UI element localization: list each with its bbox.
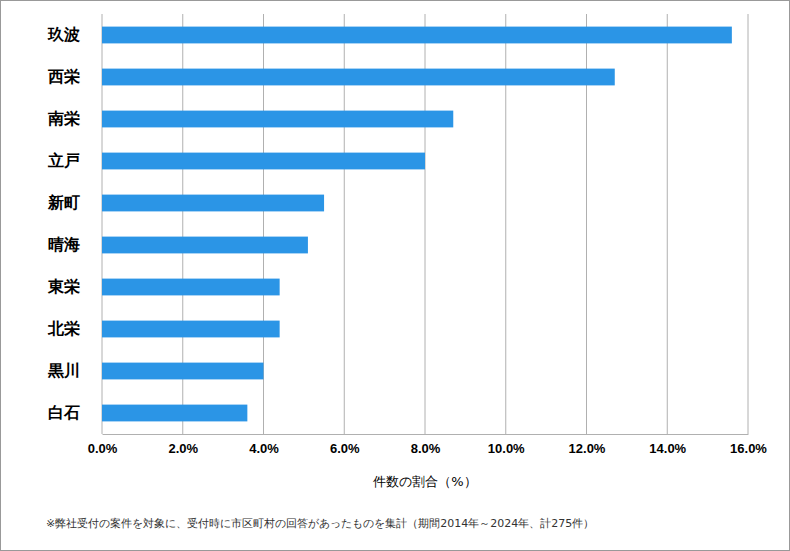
bar <box>102 279 280 296</box>
bar <box>102 27 732 44</box>
grid-line <box>667 14 668 434</box>
x-tick-label: 4.0% <box>249 441 279 456</box>
y-tick: 南栄 <box>47 110 102 127</box>
y-tick-label: 黒川 <box>47 362 80 379</box>
x-tick-label: 8.0% <box>411 441 441 456</box>
x-tick: 2.0% <box>168 434 198 456</box>
y-tick-label: 晴海 <box>48 236 80 253</box>
x-axis: 0.0% 2.0% 4.0% 6.0% 8.0% 10.0% 12.0% 14.0% 16.0% <box>88 434 768 456</box>
x-tick-label: 6.0% <box>330 441 360 456</box>
y-axis-line <box>102 15 103 435</box>
frame <box>1 1 790 551</box>
x-tick: 12.0% <box>569 434 606 456</box>
y-tick-label: 東栄 <box>47 278 80 295</box>
x-tick: 0.0% <box>88 434 118 456</box>
bar <box>102 363 264 380</box>
bar <box>102 111 453 128</box>
x-tick-label: 2.0% <box>168 441 198 456</box>
grid-line <box>748 14 749 434</box>
x-tick-label: 10.0% <box>488 441 525 456</box>
x-tick: 8.0% <box>411 434 441 456</box>
y-axis: 玖波西栄南栄立戸新町晴海東栄北栄黒川白石 <box>47 15 103 435</box>
x-tick: 16.0% <box>730 434 767 456</box>
x-axis-line <box>103 434 749 435</box>
bar <box>102 321 280 338</box>
x-tick-label: 16.0% <box>730 441 767 456</box>
y-tick-label: 立戸 <box>47 151 80 169</box>
footnote: ※弊社受付の案件を対象に、受付時に市区町村の回答があったものを集計（期間2014… <box>46 517 594 530</box>
y-tick-label: 白石 <box>48 404 80 421</box>
grid <box>102 14 748 434</box>
y-tick: 玖波 <box>47 26 102 43</box>
bar <box>102 237 308 254</box>
y-tick: 立戸 <box>47 151 102 169</box>
x-tick: 14.0% <box>649 434 686 456</box>
y-tick-label: 新町 <box>47 194 80 211</box>
x-tick-label: 14.0% <box>649 441 686 456</box>
y-tick: 新町 <box>47 194 102 211</box>
y-tick: 東栄 <box>47 278 102 295</box>
bar <box>102 405 247 422</box>
y-tick: 黒川 <box>47 362 102 379</box>
y-tick: 西栄 <box>47 68 102 85</box>
x-tick: 10.0% <box>488 434 525 456</box>
y-tick-label: 南栄 <box>47 110 80 127</box>
bars <box>102 27 732 422</box>
y-tick: 晴海 <box>48 236 102 253</box>
bar <box>102 153 425 170</box>
x-axis-title: 件数の割合（%） <box>373 474 476 489</box>
y-tick: 白石 <box>48 404 102 421</box>
x-tick-label: 0.0% <box>88 441 118 456</box>
x-tick: 6.0% <box>330 434 360 456</box>
x-tick: 4.0% <box>249 434 279 456</box>
y-tick-label: 西栄 <box>47 68 80 85</box>
chart: 0.0% 2.0% 4.0% 6.0% 8.0% 10.0% 12.0% 14.0% 16.0%… <box>0 0 790 551</box>
bar <box>102 195 324 212</box>
y-tick: 北栄 <box>47 320 102 337</box>
bar <box>102 69 615 86</box>
y-tick-label: 北栄 <box>47 320 80 337</box>
y-tick-label: 玖波 <box>47 26 80 43</box>
x-tick-label: 12.0% <box>569 441 606 456</box>
